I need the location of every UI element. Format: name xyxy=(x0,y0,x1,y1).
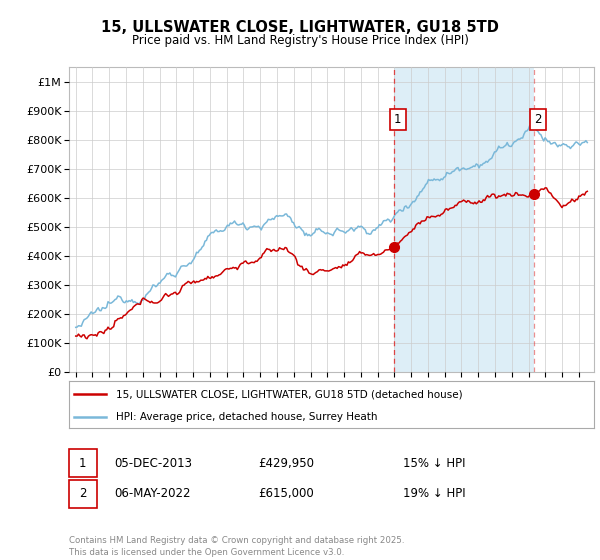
Bar xyxy=(394,67,535,372)
Text: 2: 2 xyxy=(79,487,86,501)
Text: 15, ULLSWATER CLOSE, LIGHTWATER, GU18 5TD (detached house): 15, ULLSWATER CLOSE, LIGHTWATER, GU18 5T… xyxy=(116,389,463,399)
Text: £429,950: £429,950 xyxy=(259,456,314,470)
Text: 15% ↓ HPI: 15% ↓ HPI xyxy=(403,456,465,470)
Text: This data is licensed under the Open Government Licence v3.0.: This data is licensed under the Open Gov… xyxy=(69,548,344,557)
Text: HPI: Average price, detached house, Surrey Heath: HPI: Average price, detached house, Surr… xyxy=(116,412,378,422)
Text: 1: 1 xyxy=(394,113,401,126)
Text: £615,000: £615,000 xyxy=(259,487,314,501)
Text: Price paid vs. HM Land Registry's House Price Index (HPI): Price paid vs. HM Land Registry's House … xyxy=(131,34,469,46)
Text: Contains HM Land Registry data © Crown copyright and database right 2025.: Contains HM Land Registry data © Crown c… xyxy=(69,536,404,545)
Text: 19% ↓ HPI: 19% ↓ HPI xyxy=(403,487,465,501)
Text: 06-MAY-2022: 06-MAY-2022 xyxy=(115,487,191,501)
Text: 15, ULLSWATER CLOSE, LIGHTWATER, GU18 5TD: 15, ULLSWATER CLOSE, LIGHTWATER, GU18 5T… xyxy=(101,20,499,35)
Text: 1: 1 xyxy=(79,456,86,470)
Text: 2: 2 xyxy=(534,113,542,126)
Text: 05-DEC-2013: 05-DEC-2013 xyxy=(115,456,193,470)
